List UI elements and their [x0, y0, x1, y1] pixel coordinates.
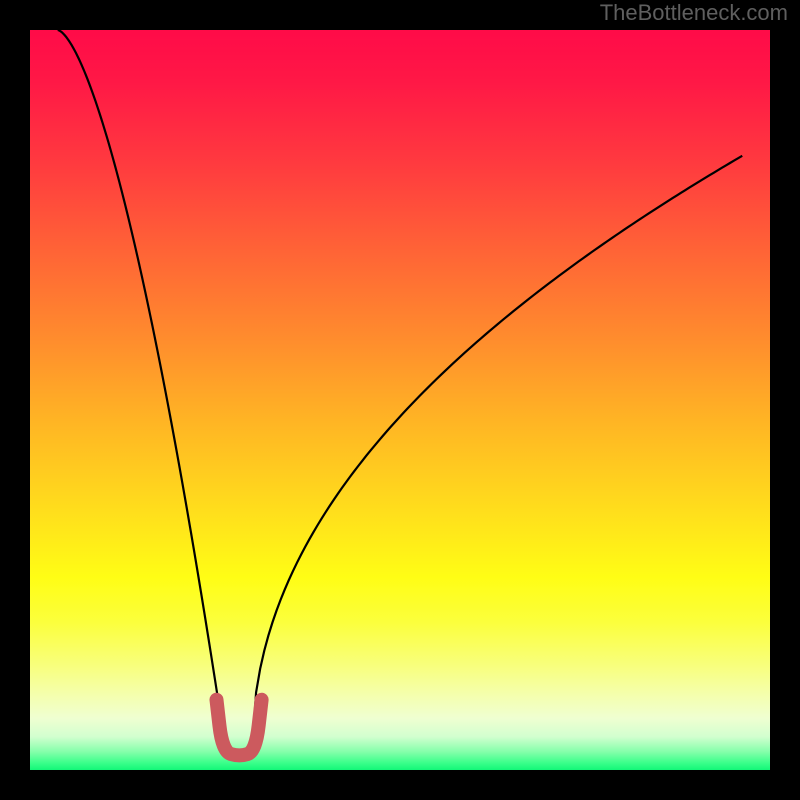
bottleneck-chart: [0, 0, 800, 800]
gradient-background: [30, 30, 770, 770]
chart-stage: TheBottleneck.com: [0, 0, 800, 800]
